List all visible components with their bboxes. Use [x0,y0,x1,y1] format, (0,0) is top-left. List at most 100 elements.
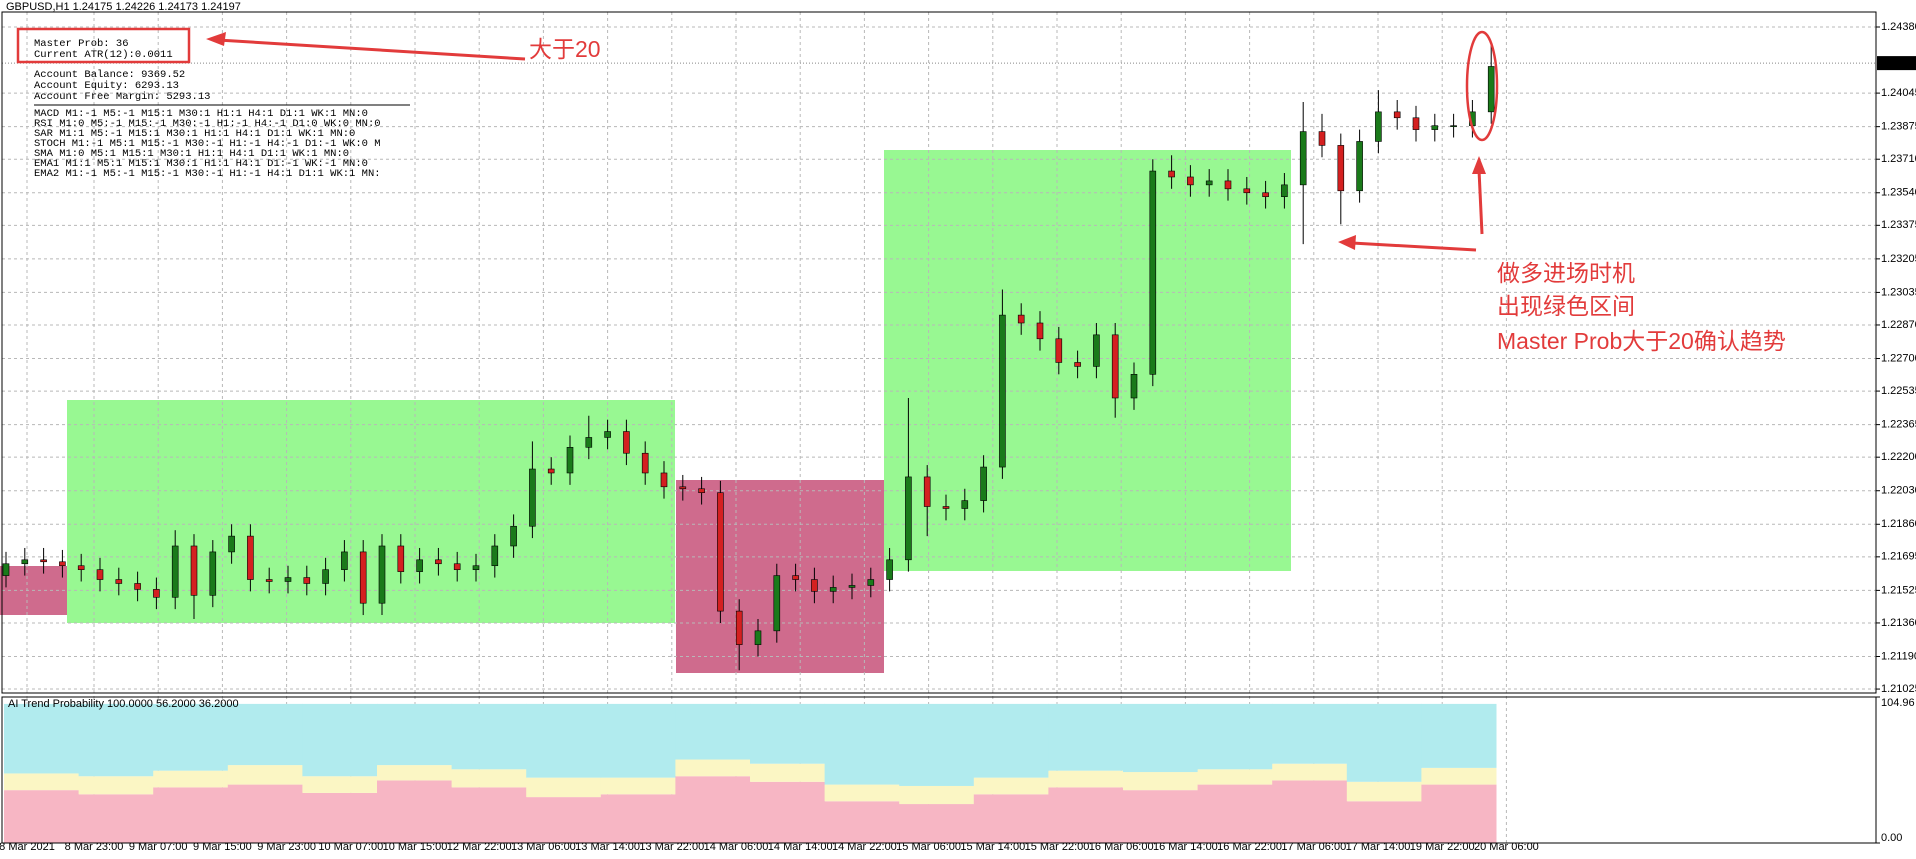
candle-body [1055,338,1063,363]
candle-body [190,545,198,596]
indicator-title: AI Trend Probability 100.0000 56.2000 36… [8,698,239,710]
area-segment [526,777,602,798]
highlight-ellipse [1465,30,1499,142]
area-segment [1346,703,1422,782]
buy-zone [67,400,675,623]
area-segment [1421,784,1497,843]
area-segment [1272,780,1348,843]
candle-body [1187,176,1194,186]
area-segment [153,770,229,788]
candle-body [660,472,668,488]
candle-body [717,492,724,612]
y-tick-label: 1.21190 [1881,650,1916,662]
y-tick-label: 1.23035 [1881,286,1916,298]
candle-body [1111,334,1119,399]
arrow [217,38,526,61]
area-segment [1421,703,1497,768]
candle-body [247,535,254,580]
signal-line: EMA1 M1:1 M5:1 M15:1 M30:1 H1:1 H4:1 D1:… [34,158,368,170]
area-segment [377,765,453,781]
area-segment [1421,767,1497,785]
area-segment [1346,781,1422,802]
candle-body [529,468,536,527]
y-tick-label: 1.21860 [1881,518,1916,530]
indicator-frame [1,696,1877,844]
current-price-label: 1.24197 [1880,57,1916,69]
area-segment [1123,772,1199,791]
signal-line: SAR M1:1 M5:-1 M15:1 M30:1 H1:1 H4:1 D1:… [34,128,355,140]
area-segment [451,787,527,843]
area-segment [750,781,826,843]
candle-body [1017,314,1025,324]
arrow [1351,241,1477,252]
candle-body [623,431,630,454]
candle-body [773,575,781,632]
candle-body [77,565,85,570]
candle-body [1412,117,1420,130]
annotation: 大于20 [529,36,601,62]
area-segment [78,703,154,777]
area-segment [153,787,229,843]
area-segment [1048,770,1124,788]
candle-body [1168,170,1175,178]
x-tick-label: 14 Mar 22:00 [832,841,897,853]
candle-body [153,589,160,598]
y-tick-label: 1.23875 [1881,121,1916,133]
area-segment [824,784,900,802]
y-tick-label: 1.24045 [1881,87,1916,99]
area-segment [302,792,378,843]
symbol-header: GBPUSD,H1 1.24175 1.24226 1.24173 1.2419… [6,1,241,13]
candle-body [59,561,66,567]
candle-body [1318,131,1326,146]
candle-body [228,535,235,553]
signal-line: MACD M1:-1 M5:-1 M15:1 M30:1 H1:1 H4:1 D… [34,108,368,120]
candle-body [735,610,743,645]
y-tick-label: 1.23375 [1881,219,1916,231]
candle-body [510,525,517,547]
area-segment [973,703,1049,778]
x-tick-label: 13 Mar 06:00 [511,841,576,853]
candle-body [1224,180,1232,190]
candle-body [547,468,555,474]
area-segment [899,785,975,805]
area-segment [1123,790,1199,843]
x-tick-label: 13 Mar 22:00 [639,841,704,853]
candle-body [2,563,10,576]
signal-line: EMA2 M1:-1 M5:-1 M15:-1 M30:-1 H1:-1 H4:… [34,168,381,180]
candle-body [1074,362,1081,367]
area-segment [227,703,303,766]
candle-body [811,579,818,592]
annotation: Master Prob大于20确认趋势 [1497,328,1786,354]
candle-body [341,551,348,570]
info-line: Master Prob: 36 [34,38,129,50]
area-segment [1048,703,1124,771]
candle-body [209,551,217,596]
area-segment [377,703,453,766]
candle-body [1262,192,1269,198]
x-tick-label: 14 Mar 14:00 [768,841,833,853]
area-segment [750,703,826,764]
candle-body [1375,111,1382,142]
y-tick-label: 1.22700 [1881,352,1916,364]
area-segment [227,765,303,785]
candle-body [923,476,931,507]
x-tick-label: 15 Mar 22:00 [1025,841,1090,853]
candle-body [453,563,461,570]
y-tick-label: 1.22870 [1881,319,1916,331]
x-tick-label: 19 Mar 22:00 [1410,841,1475,853]
area-segment [4,790,80,843]
candle-body [1431,125,1439,130]
area-segment [377,780,453,843]
area-segment [600,794,676,843]
buy-zone [884,150,1291,571]
annotation: 出现绿色区间 [1497,293,1635,319]
x-tick-label: 16 Mar 22:00 [1217,841,1282,853]
y-tick-label: 1.22200 [1881,451,1916,463]
area-segment [973,794,1049,843]
candle-body [1243,188,1251,194]
candle-body [1281,184,1288,198]
arrow [1477,169,1484,235]
current-price-box [1877,56,1916,71]
x-tick-label: 20 Mar 06:00 [1474,841,1539,853]
